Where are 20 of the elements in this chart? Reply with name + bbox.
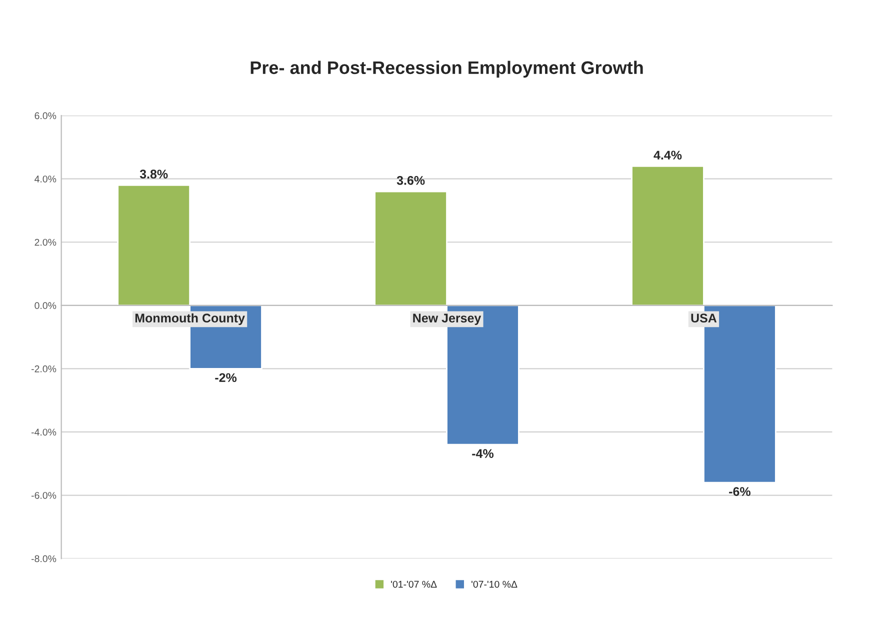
legend-label: '01-'07 %Δ — [391, 580, 437, 588]
y-tick-label: -8.0% — [31, 555, 56, 562]
y-tick-label: 0.0% — [34, 302, 56, 310]
y-tick-label: -6.0% — [31, 492, 56, 499]
y-tick-label: 4.0% — [34, 176, 56, 182]
legend-label: '07-'10 %Δ — [472, 580, 518, 588]
y-tick-label: -2.0% — [31, 365, 56, 372]
y-tick-label: 2.0% — [34, 238, 56, 246]
data-label: 3.8% — [140, 170, 168, 179]
x-tick-label: USA — [691, 314, 717, 322]
data-label: -2% — [215, 373, 237, 382]
x-tick-label: Monmouth County — [135, 313, 245, 325]
data-label: 4.4% — [654, 150, 682, 160]
y-tick-label: 6.0% — [34, 112, 56, 120]
data-label: -6% — [729, 487, 750, 496]
data-label: -4% — [472, 449, 494, 458]
y-tick-label: -4.0% — [31, 428, 56, 436]
data-label: 3.6% — [396, 176, 425, 185]
chart-title: Pre- and Post-Recession Employment Growth — [250, 60, 643, 78]
x-tick-label: New Jersey — [413, 314, 482, 325]
